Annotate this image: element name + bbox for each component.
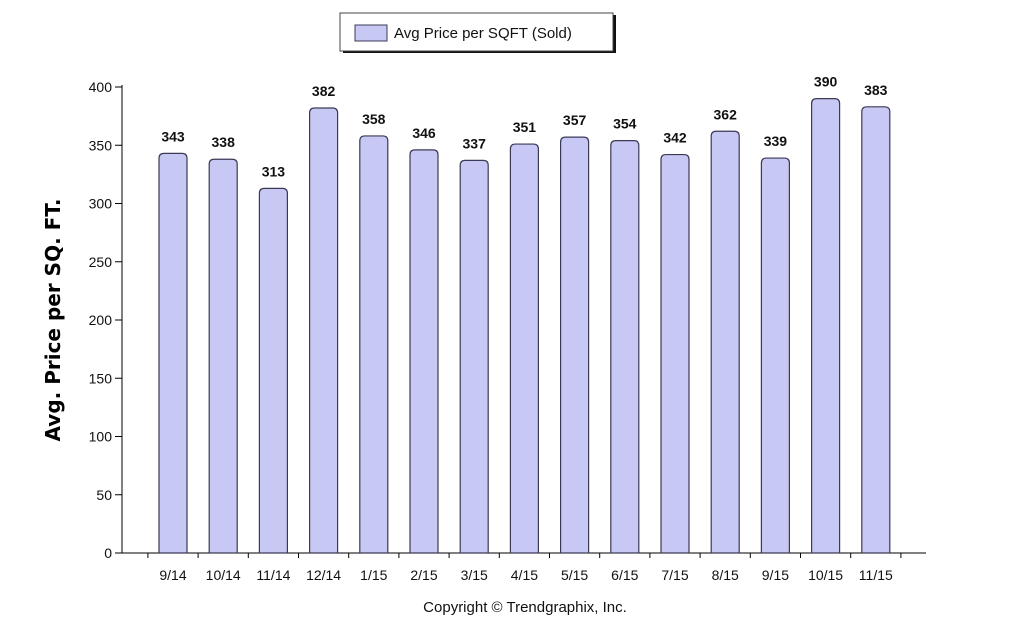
x-tick-label: 5/15 xyxy=(561,567,588,583)
bar-value-label: 382 xyxy=(312,83,336,99)
bar-value-label: 339 xyxy=(764,133,788,149)
x-tick-label: 10/15 xyxy=(808,567,843,583)
y-tick-label: 300 xyxy=(89,196,113,212)
bar-9-14 xyxy=(158,152,188,554)
bar-value-label: 351 xyxy=(513,119,537,135)
bar-value-label: 338 xyxy=(212,134,236,150)
x-tick-label: 7/15 xyxy=(661,567,688,583)
legend-label: Avg Price per SQFT (Sold) xyxy=(394,25,572,42)
bar-11-14 xyxy=(258,187,288,554)
bar-4-15 xyxy=(509,143,539,554)
bar-12-14 xyxy=(309,107,339,554)
bar-3-15 xyxy=(459,159,489,554)
legend: Avg Price per SQFT (Sold) xyxy=(339,12,616,53)
x-tick-label: 9/15 xyxy=(762,567,789,583)
bar-value-label: 358 xyxy=(362,111,386,127)
bar-value-label: 337 xyxy=(463,135,487,151)
y-tick-label: 400 xyxy=(89,79,113,95)
x-tick-label: 6/15 xyxy=(611,567,638,583)
axes: 0 50 100 150 200 250 300 350 400 9/14 10/14 11/14 12… xyxy=(89,79,926,583)
y-axis-title: Avg. Price per SQ. FT. xyxy=(41,199,65,442)
bar-value-label: 343 xyxy=(161,128,185,144)
legend-swatch xyxy=(354,24,388,42)
bar-value-label: 313 xyxy=(262,163,286,179)
bar-11-15 xyxy=(861,106,891,554)
bar-6-15 xyxy=(610,139,640,554)
x-tick-label: 11/14 xyxy=(256,567,290,583)
data-labels: 343 338 313 382 358 346 337 351 357 354 342 362 339 3… xyxy=(161,74,887,180)
bar-5-15 xyxy=(560,136,590,554)
bar-value-label: 354 xyxy=(613,116,637,132)
y-tick-label: 200 xyxy=(89,312,113,328)
x-tick-label: 8/15 xyxy=(712,567,739,583)
y-tick-label: 150 xyxy=(89,370,113,386)
x-tick-label: 11/15 xyxy=(859,567,893,583)
x-tick-label: 2/15 xyxy=(410,567,437,583)
y-tick-label: 350 xyxy=(89,137,113,153)
bar-2-15 xyxy=(409,149,439,554)
bar-7-15 xyxy=(660,153,690,554)
y-tick-label: 0 xyxy=(104,545,112,561)
bar-value-label: 346 xyxy=(412,125,436,141)
bar-8-15 xyxy=(710,130,740,554)
x-tick-label: 4/15 xyxy=(511,567,538,583)
bar-10-14 xyxy=(208,158,238,554)
bar-value-label: 357 xyxy=(563,112,587,128)
bars xyxy=(158,98,891,554)
y-tick-label: 250 xyxy=(89,254,113,270)
y-tick-label: 100 xyxy=(89,429,113,445)
bar-value-label: 390 xyxy=(814,74,838,90)
bar-10-15 xyxy=(811,98,841,554)
bar-9-15 xyxy=(760,157,790,554)
x-tick-label: 12/14 xyxy=(306,567,341,583)
x-tick-label: 10/14 xyxy=(206,567,241,583)
bar-value-label: 362 xyxy=(714,106,738,122)
bar-1-15 xyxy=(359,135,389,554)
x-tick-label: 3/15 xyxy=(461,567,488,583)
bar-value-label: 383 xyxy=(864,82,888,98)
copyright-text: Copyright © Trendgraphix, Inc. xyxy=(423,599,627,616)
x-tick-label: 1/15 xyxy=(360,567,387,583)
bar-value-label: 342 xyxy=(663,130,687,146)
y-tick-label: 50 xyxy=(96,487,112,503)
x-tick-label: 9/14 xyxy=(159,567,186,583)
